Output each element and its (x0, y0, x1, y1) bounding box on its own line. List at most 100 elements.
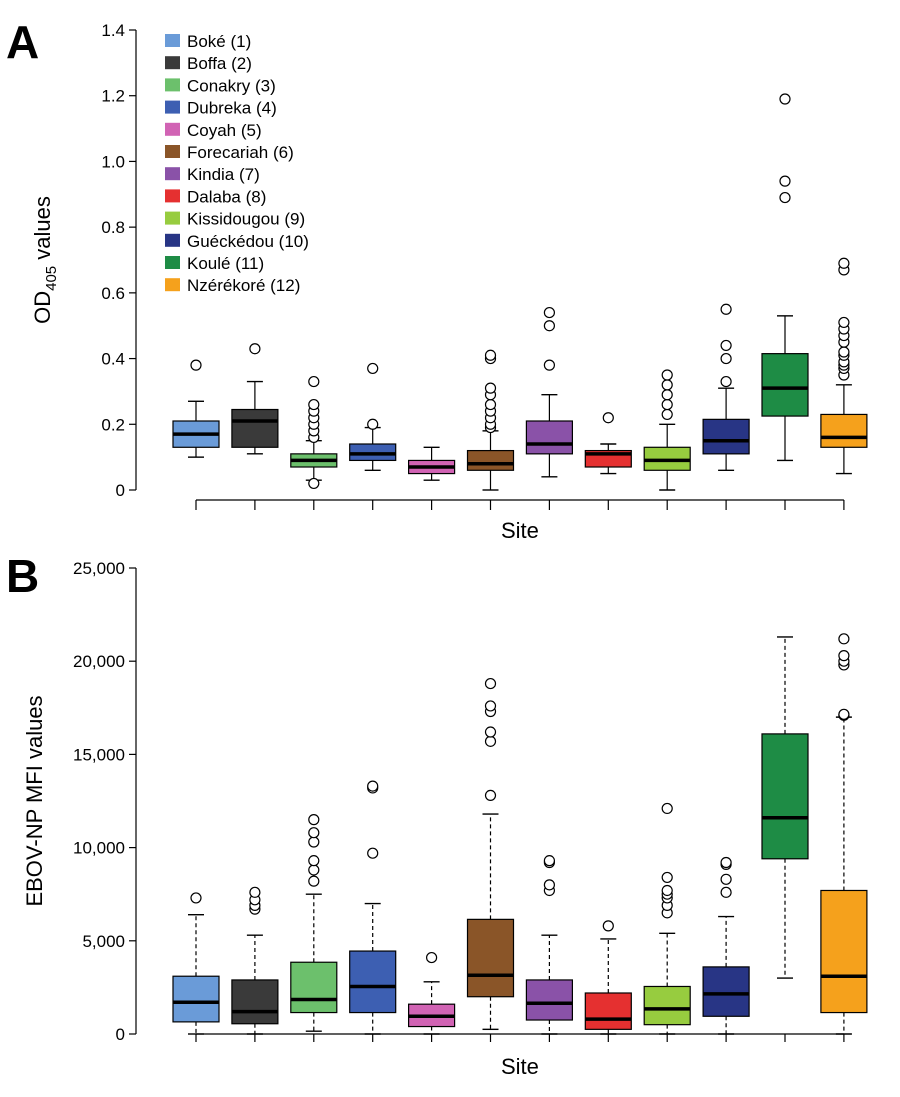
box-1 (172, 359, 220, 458)
box-11 (761, 93, 809, 462)
outlier-point (190, 892, 202, 904)
legend-label: Guéckédou (10) (187, 232, 309, 251)
outlier-point (543, 306, 556, 319)
outlier-point (838, 633, 850, 645)
y-tick-label: 10,000 (73, 839, 125, 858)
box-iqr (761, 733, 809, 860)
outlier-point (543, 855, 556, 867)
legend-label: Forecariah (6) (187, 143, 294, 162)
outlier-point (720, 339, 732, 352)
outlier-point (484, 398, 497, 411)
y-tick-label: 20,000 (73, 652, 125, 671)
outlier-point (543, 879, 556, 891)
box-1 (172, 892, 220, 1035)
outlier-point (779, 93, 791, 105)
outlier-point (484, 349, 497, 361)
outlier-point (367, 847, 379, 859)
outlier-point (484, 735, 497, 747)
legend-swatch (165, 189, 180, 203)
legend-label: Boffa (2) (187, 54, 252, 73)
y-tick-label: 0 (116, 481, 125, 500)
box-iqr (702, 966, 750, 1017)
outlier-point (661, 871, 673, 884)
outlier-point (484, 726, 497, 738)
outlier-point (838, 708, 850, 720)
box-12 (820, 257, 868, 475)
legend-label: Koulé (11) (187, 254, 264, 273)
box-5 (408, 446, 456, 481)
legend-swatch (165, 145, 180, 158)
box-5 (408, 951, 456, 1035)
outlier-point (308, 375, 320, 388)
y-tick-label: 25,000 (73, 559, 125, 578)
outlier-point (838, 316, 850, 329)
outlier-point (838, 346, 850, 358)
box-7 (525, 306, 574, 478)
panel-b-boxplot: B 0 5,000 10,000 15,000 20,000 25,000 Site EBOV… (6, 550, 868, 1079)
x-axis-title: Site (501, 518, 539, 543)
outlier-point (308, 827, 320, 839)
outlier-point (484, 789, 497, 802)
box-iqr (290, 961, 338, 1014)
outlier-point (249, 886, 261, 898)
outlier-point (543, 359, 556, 371)
outlier-point (367, 362, 379, 375)
y-tick-label: 0.8 (101, 218, 125, 237)
outlier-point (720, 873, 732, 885)
legend-swatch (165, 167, 180, 181)
box-6 (466, 349, 515, 491)
outlier-point (602, 920, 614, 932)
y-tick-label: 1.0 (101, 152, 125, 171)
box-iqr (172, 975, 220, 1023)
y-tick-label: 5,000 (82, 932, 125, 951)
legend-label: Kissidougou (9) (187, 210, 305, 229)
y-tick-label: 0 (116, 1025, 125, 1044)
legend-swatch (165, 78, 180, 92)
panel-a-boxplot: A 0 0.2 0.4 0.6 0.8 1.0 1.2 1.4 Site OD405 values… (6, 16, 868, 543)
box-iqr (349, 950, 397, 1014)
outlier-point (838, 650, 850, 662)
outlier-point (426, 951, 438, 964)
outlier-point (308, 814, 320, 826)
outlier-point (661, 369, 673, 381)
outlier-point (543, 320, 556, 332)
y-tick-label: 0.6 (101, 284, 125, 303)
outlier-point (249, 343, 261, 355)
legend-label: Boké (1) (187, 32, 251, 51)
legend-label: Dubreka (4) (187, 99, 277, 118)
legend-label: Conakry (3) (187, 76, 276, 95)
outlier-point (720, 886, 732, 898)
y-tick-label: 0.4 (101, 350, 125, 369)
box-iqr (820, 889, 868, 1014)
box-iqr (231, 408, 279, 448)
outlier-point (484, 382, 497, 394)
y-tick-label: 1.2 (101, 87, 125, 106)
outlier-point (308, 477, 320, 490)
y-tick-label: 1.4 (101, 21, 125, 40)
box-iqr (584, 992, 632, 1030)
outlier-point (484, 677, 497, 690)
box-iqr (761, 353, 809, 417)
box-7 (525, 855, 574, 1035)
box-10 (702, 303, 750, 471)
box-10 (702, 856, 750, 1035)
box-iqr (643, 985, 691, 1026)
legend-label: Coyah (5) (187, 121, 262, 140)
panel-b-letter: B (6, 550, 39, 602)
outlier-point (779, 191, 791, 204)
box-iqr (702, 418, 750, 455)
legend-swatch (165, 278, 180, 292)
legend-swatch (165, 211, 180, 225)
y-axis-title: EBOV-NP MFI values (22, 695, 47, 906)
box-3 (290, 375, 338, 490)
outlier-point (661, 398, 673, 411)
outlier-point (661, 379, 673, 391)
panel-a-letter: A (6, 16, 39, 68)
box-iqr (466, 918, 515, 998)
box-9 (643, 802, 691, 1035)
legend-swatch (165, 256, 180, 269)
box-3 (290, 814, 338, 1032)
outlier-point (661, 408, 673, 421)
outlier-point (308, 836, 320, 848)
